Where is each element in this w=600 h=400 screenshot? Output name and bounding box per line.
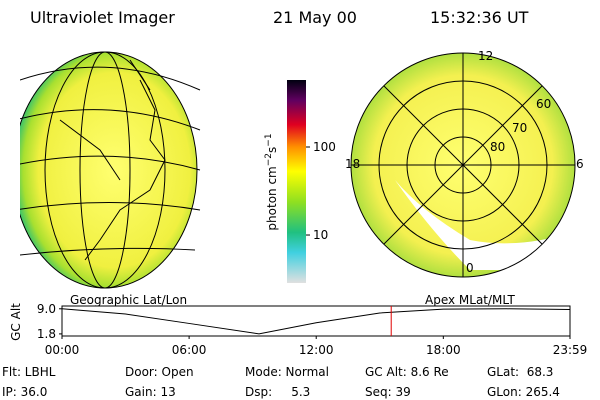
colorbar — [287, 80, 306, 283]
y-tick-label: 9.0 — [37, 302, 56, 316]
status-field: Flt: LBHL — [2, 365, 56, 379]
altitude-plot-frame — [61, 305, 571, 337]
status-field: IP: 36.0 — [2, 385, 47, 399]
x-tick-label: 18:00 — [426, 343, 461, 357]
polar-label: 6 — [576, 157, 584, 171]
status-field: GLat: 68.3 — [487, 365, 553, 379]
date: 21 May 00 — [273, 8, 357, 27]
polar-label: 70 — [512, 121, 527, 135]
colorbar-tick-label: 100 — [313, 140, 336, 154]
panel-title: Geographic Lat/Lon — [70, 293, 187, 307]
polar-label: 18 — [345, 157, 360, 171]
status-field: Dsp: 5.3 — [245, 385, 310, 399]
polar-label: 0 — [466, 261, 474, 275]
x-tick-label: 12:00 — [299, 343, 334, 357]
status-field: Seq: 39 — [365, 385, 411, 399]
colorbar-label: photon cm−2s−1 — [264, 133, 279, 230]
status-field: GLon: 265.4 — [487, 385, 560, 399]
status-field: Door: Open — [125, 365, 194, 379]
altitude-y-label: GC Alt — [9, 303, 23, 341]
x-tick-label: 06:00 — [172, 343, 207, 357]
status-field: GC Alt: 8.6 Re — [365, 365, 449, 379]
colorbar-tick-label: 10 — [313, 228, 328, 242]
y-tick-label: 1.8 — [37, 327, 56, 341]
polar-label: 12 — [478, 49, 493, 63]
polar-label: 60 — [536, 97, 551, 111]
polar-image — [350, 52, 576, 278]
polar-label: 80 — [490, 140, 505, 154]
panel-title: Apex MLat/MLT — [425, 293, 515, 307]
status-field: Gain: 13 — [125, 385, 176, 399]
time: 15:32:36 UT — [430, 8, 529, 27]
earth-image — [20, 51, 201, 289]
title: Ultraviolet Imager — [30, 8, 175, 27]
x-tick-label: 23:59 — [553, 343, 588, 357]
x-tick-label: 00:00 — [45, 343, 80, 357]
altitude-curve — [61, 308, 571, 335]
status-field: Mode: Normal — [245, 365, 329, 379]
